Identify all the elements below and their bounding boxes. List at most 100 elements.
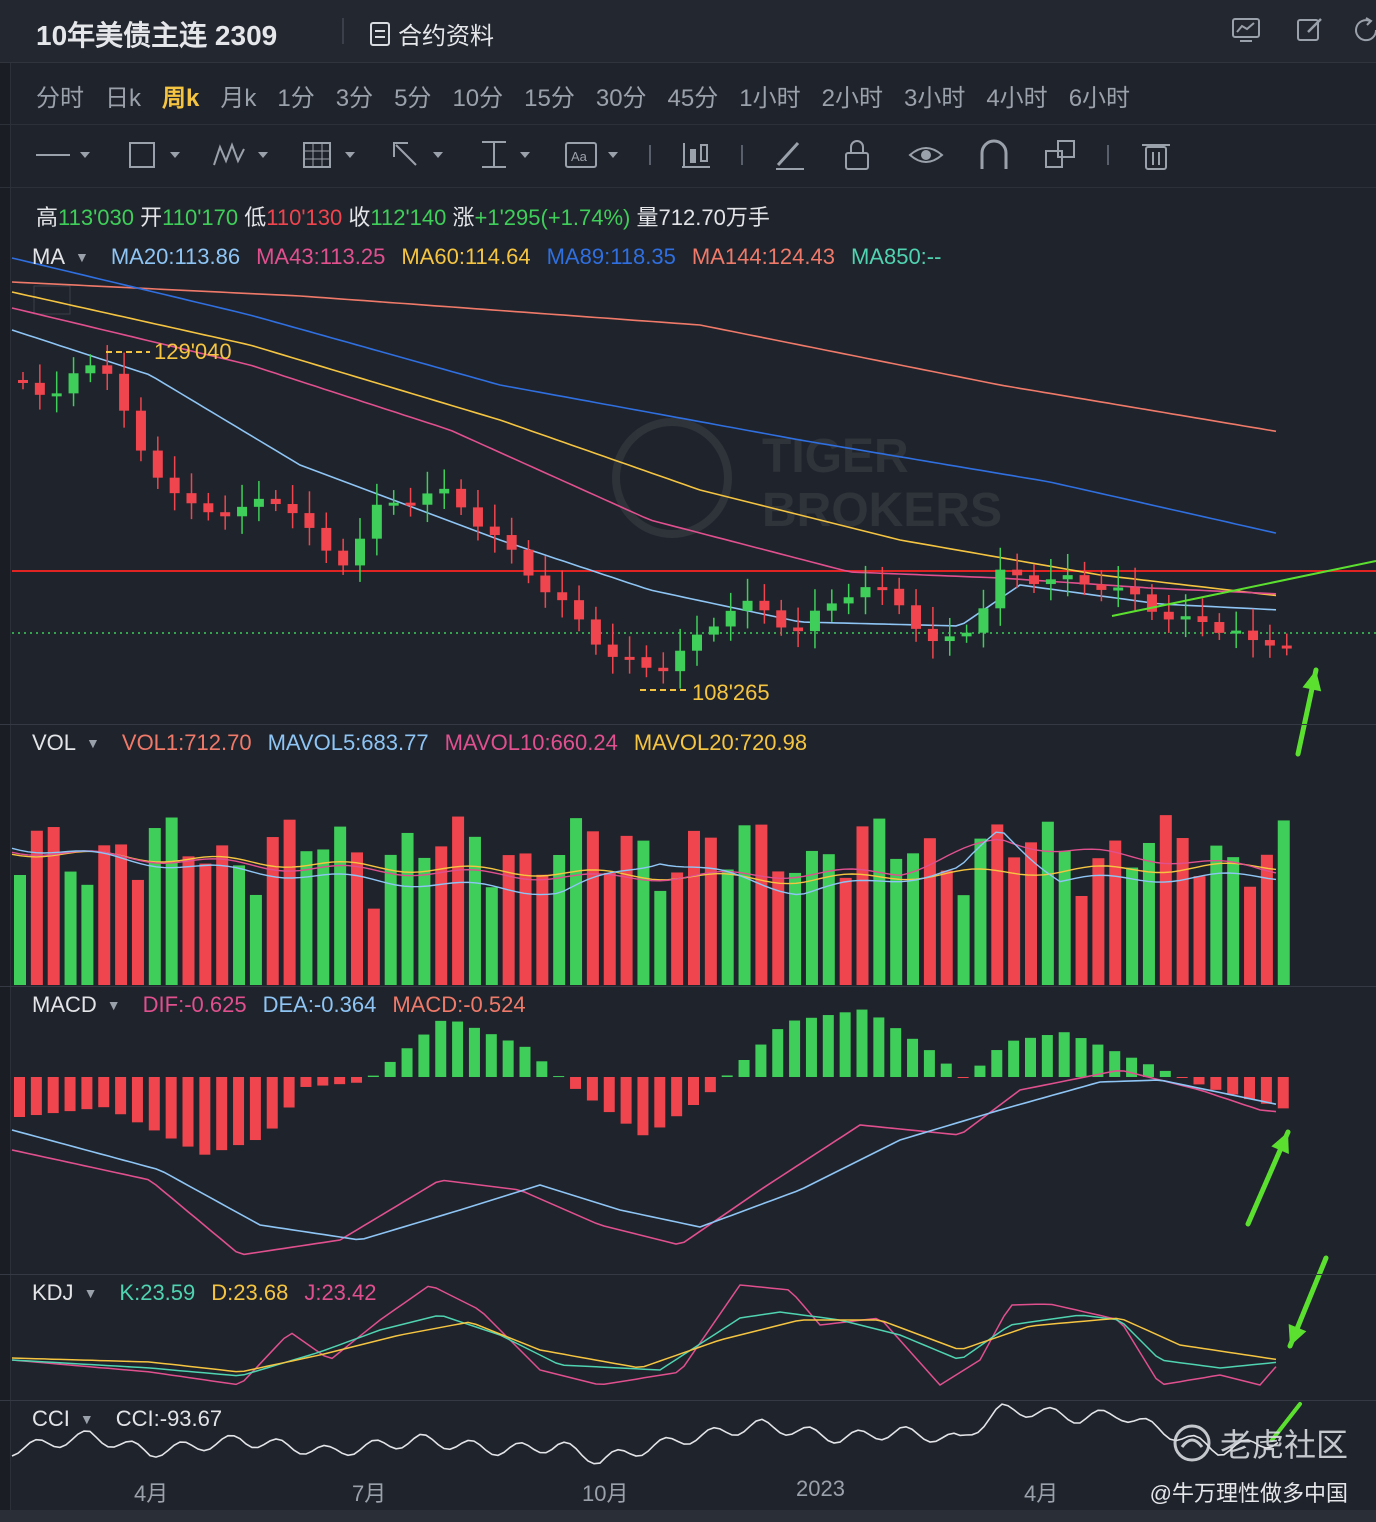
layers-icon[interactable] (1045, 140, 1075, 168)
volume-bar (586, 831, 599, 985)
period-tab[interactable]: 1小时 (739, 85, 801, 112)
x-axis-label: 7月 (352, 1481, 387, 1506)
grid-tool-icon[interactable] (303, 142, 355, 168)
period-tab[interactable]: 月k (220, 85, 257, 112)
vol-legend: VOL ▼ VOL1:712.70 MAVOL5:683.77 MAVOL10:660.… (32, 730, 823, 756)
volume-bar (704, 837, 717, 985)
high-value: 113'030 (58, 205, 134, 230)
period-tab[interactable]: 3小时 (903, 85, 966, 112)
panel-divider-macd[interactable] (0, 986, 1376, 987)
macd-bar (603, 1077, 615, 1113)
low-value: 110'130 (266, 205, 343, 230)
close-label: 收 (348, 205, 371, 230)
moving-average-line (11, 329, 1277, 627)
volume-bar (1109, 840, 1122, 985)
chevron-down-icon[interactable]: ▼ (86, 735, 100, 751)
chevron-down-icon[interactable]: ▼ (79, 1411, 94, 1427)
macd-line (11, 1079, 1277, 1241)
down-arrow-kdj-head (1288, 1324, 1307, 1346)
chevron-down-icon[interactable]: ▼ (75, 249, 89, 265)
period-tab[interactable]: 分时 (36, 85, 84, 112)
drawing-toolbar: Aa (0, 124, 1376, 188)
indicator-name[interactable]: VOL (32, 730, 77, 755)
period-tab[interactable]: 6小时 (1068, 85, 1131, 112)
volume-bar (300, 851, 313, 985)
volume-bar (1193, 876, 1206, 985)
candle-body (540, 575, 551, 593)
candle-body (658, 667, 669, 672)
macd-bar (586, 1077, 598, 1101)
arrow-fragment-cci (1270, 1402, 1302, 1442)
price-range-tool-icon[interactable] (482, 141, 530, 168)
candle-body (1197, 616, 1208, 623)
author-handle: @牛万理性做多中国 (1149, 1481, 1348, 1506)
watermark: TIGER BROKERS (612, 418, 1002, 538)
indicator-name[interactable]: MACD (32, 992, 97, 1017)
period-tab[interactable]: 2小时 (821, 85, 883, 112)
macd-bar (148, 1077, 160, 1131)
chevron-down-icon[interactable]: ▼ (106, 997, 121, 1013)
indicator-name[interactable]: CCI (32, 1406, 70, 1431)
period-tab[interactable]: 1分 (277, 85, 315, 112)
volume-bar (1142, 842, 1155, 985)
rectangle-tool-icon[interactable] (129, 142, 180, 168)
text-tool-icon[interactable]: Aa (565, 142, 618, 168)
volume-ma-line (11, 850, 1277, 885)
period-tab[interactable]: 30分 (595, 85, 647, 112)
eye-icon[interactable] (908, 147, 944, 163)
refresh-icon[interactable] (1350, 14, 1376, 46)
period-tab[interactable]: 15分 (524, 85, 575, 112)
panel-divider-kdj[interactable] (0, 1274, 1376, 1275)
volume-bar (1041, 821, 1054, 985)
candle-body (1214, 622, 1225, 633)
volume-bar (721, 869, 734, 985)
scroll-strip[interactable] (0, 1510, 1376, 1522)
macd-bar (1210, 1077, 1222, 1090)
arrow-tool-icon[interactable] (393, 142, 443, 166)
candle-body (102, 365, 113, 374)
candle-body (1012, 569, 1023, 576)
period-tab[interactable]: 4小时 (986, 85, 1048, 112)
period-tab[interactable]: 10分 (452, 85, 504, 112)
community-logo: 老虎社区 (1172, 1420, 1348, 1466)
macd-bar (165, 1077, 177, 1139)
collapse-box (33, 285, 71, 315)
volume-bar (974, 838, 987, 985)
macd-bar (839, 1012, 851, 1077)
volume-bar (351, 852, 363, 985)
period-tab[interactable]: 3分 (335, 85, 374, 112)
indicator-name[interactable]: MA (32, 244, 65, 269)
indicator-name[interactable]: KDJ (32, 1280, 74, 1305)
contract-info-button[interactable]: 合约资料 (370, 16, 494, 51)
panel-divider-cci[interactable] (0, 1400, 1376, 1401)
period-tab[interactable]: 45分 (667, 85, 719, 112)
period-tab[interactable]: 5分 (394, 85, 432, 112)
wave-tool-icon[interactable] (213, 142, 268, 166)
period-tab[interactable]: 日k (105, 85, 141, 112)
indicator-chart-icon[interactable] (1230, 14, 1262, 46)
macd-bar (789, 1020, 801, 1077)
macd-bar (923, 1050, 935, 1077)
macd-bar (1260, 1077, 1272, 1104)
pencil-icon[interactable] (776, 141, 804, 170)
edit-icon[interactable] (1294, 14, 1326, 46)
candle-style-icon[interactable] (682, 143, 710, 168)
candle-body (304, 513, 315, 528)
title-divider (342, 18, 344, 44)
candle-body (692, 634, 702, 651)
magnet-icon[interactable] (980, 139, 1008, 169)
annotation-arrows (1245, 667, 1329, 1442)
volume-bar (1126, 867, 1139, 985)
volume-bar (856, 826, 869, 985)
candle-body (472, 507, 483, 527)
macd-bar (620, 1077, 632, 1124)
line-tool-icon[interactable] (36, 152, 90, 158)
panel-divider-vol[interactable] (0, 724, 1376, 725)
trash-icon[interactable] (1142, 144, 1170, 170)
left-edge-handle[interactable] (0, 0, 11, 1522)
chevron-down-icon[interactable]: ▼ (83, 1285, 98, 1301)
lock-icon[interactable] (845, 140, 869, 170)
period-tab[interactable]: 周k (162, 85, 200, 112)
macd-bar (351, 1077, 362, 1083)
